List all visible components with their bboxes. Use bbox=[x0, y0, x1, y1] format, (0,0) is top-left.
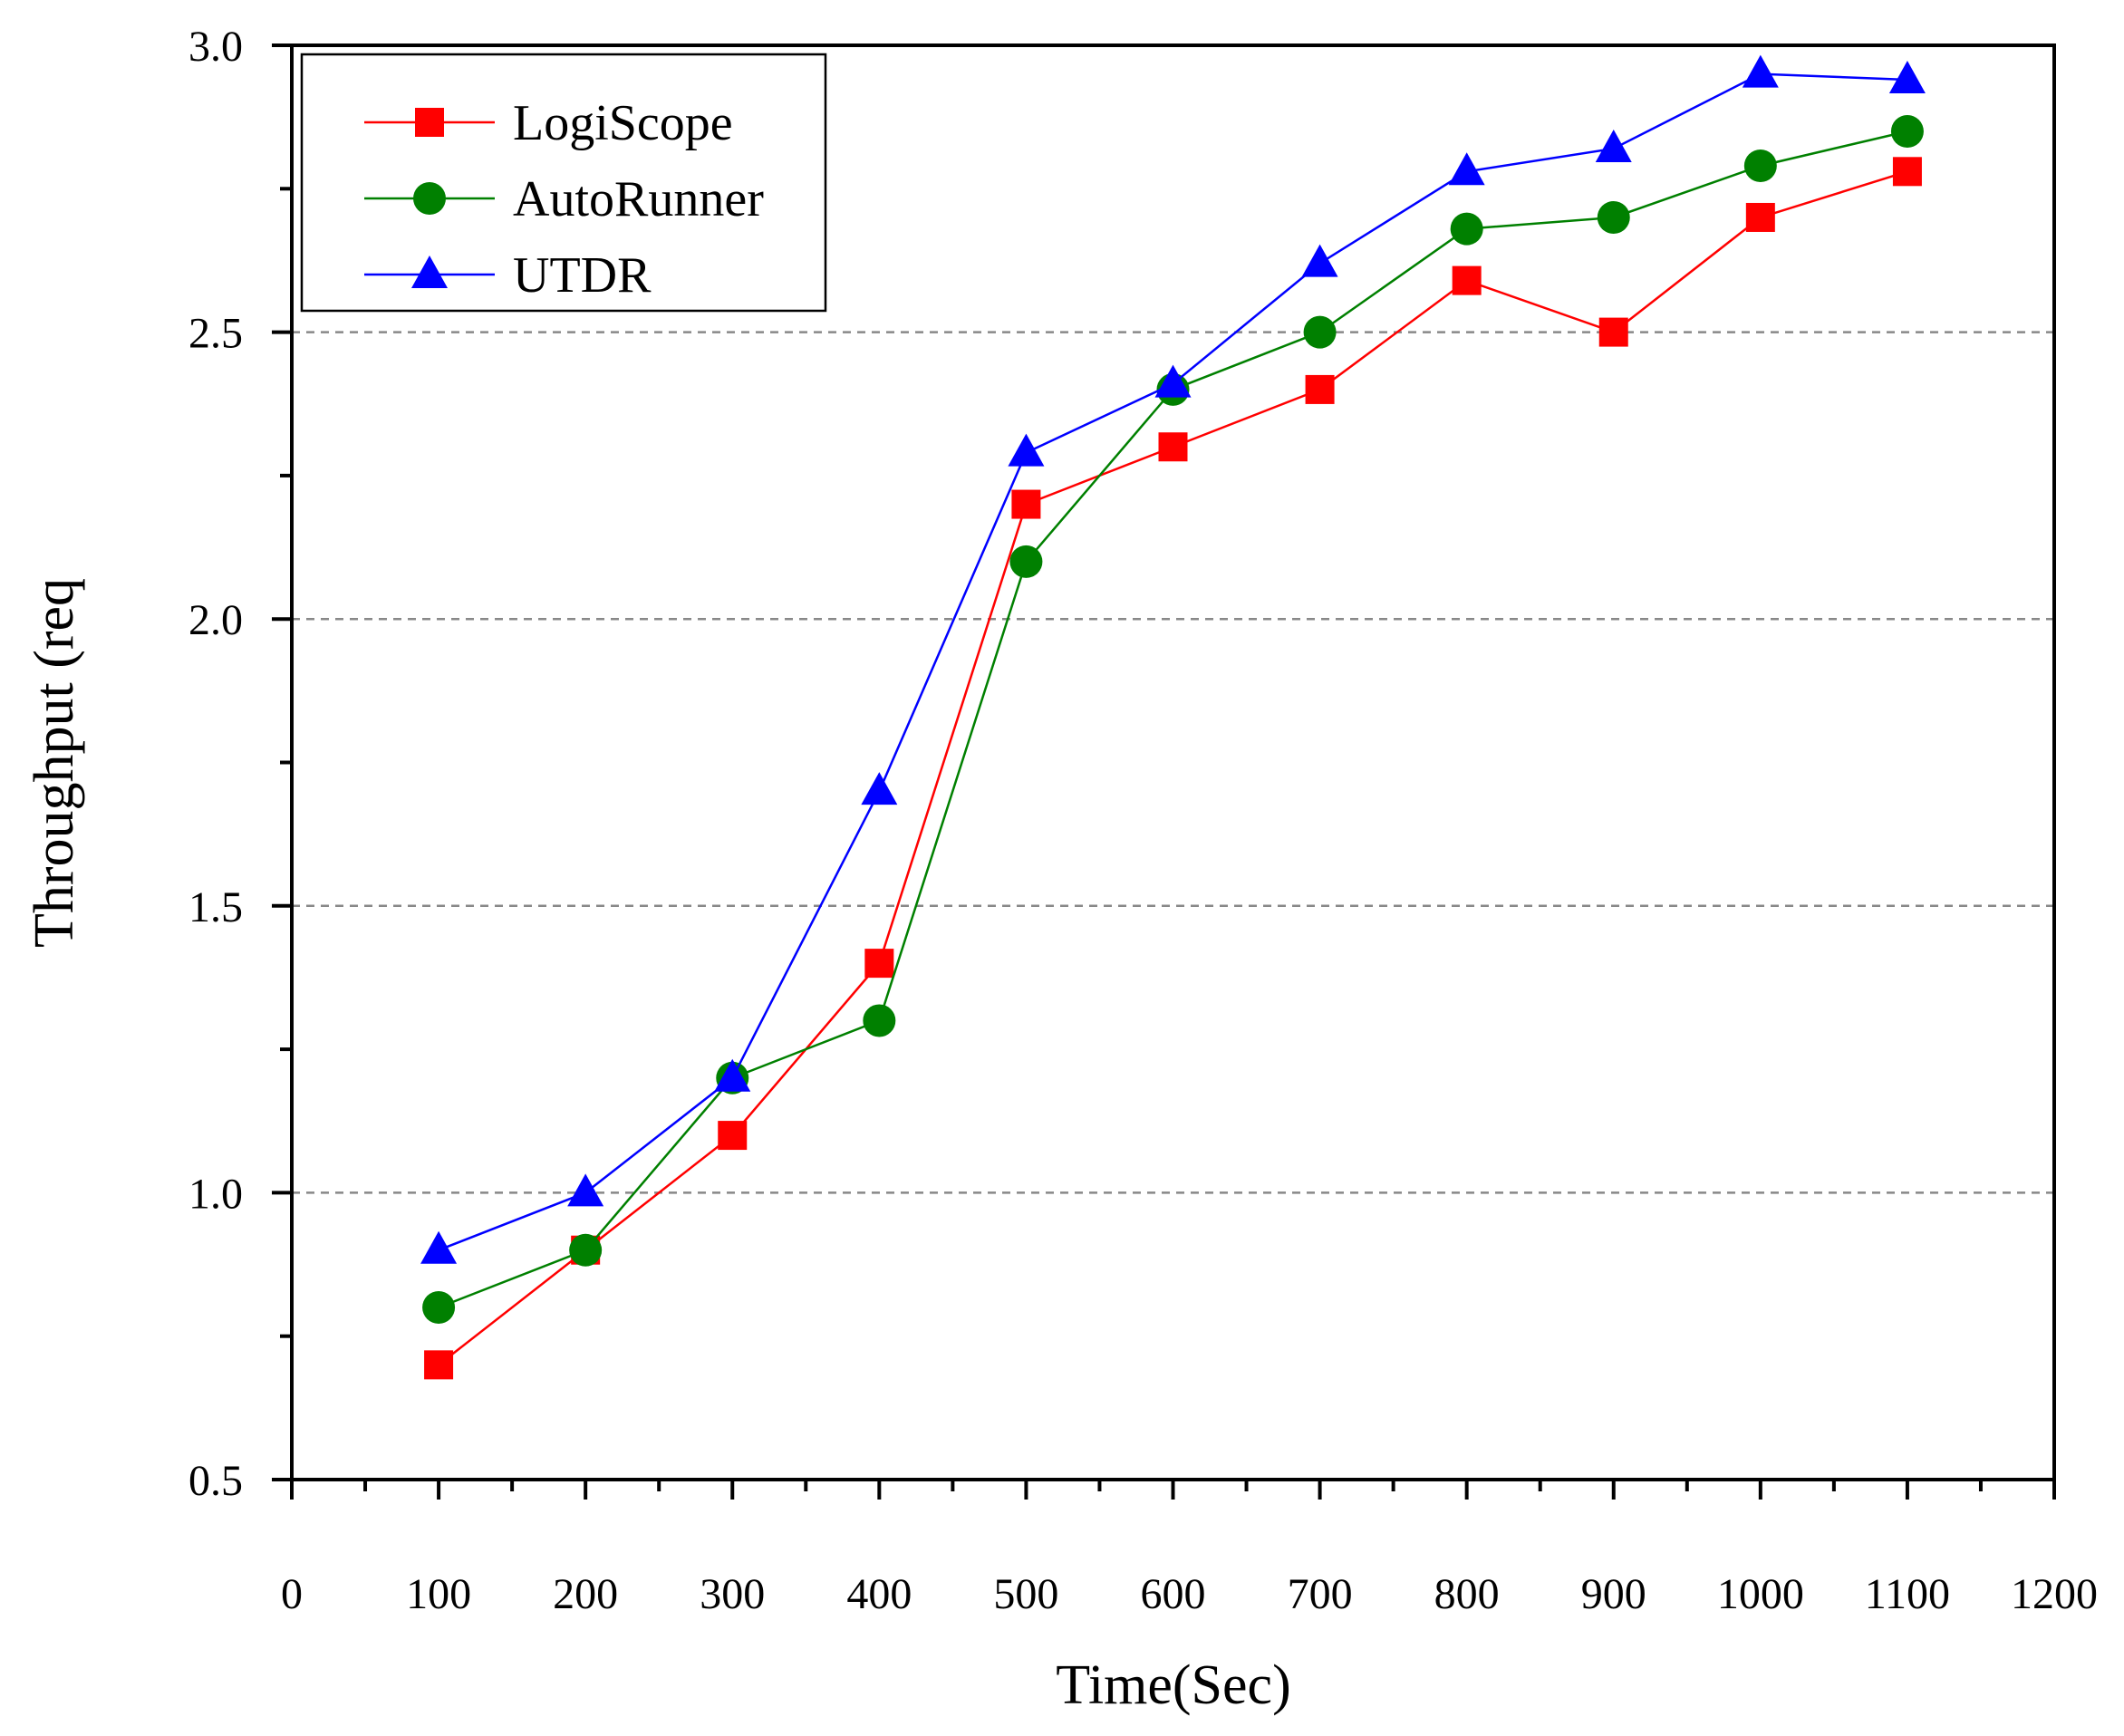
y-tick-label: 3.0 bbox=[188, 23, 243, 71]
data-point-logiscope bbox=[864, 949, 894, 979]
x-tick-label: 300 bbox=[700, 1570, 765, 1618]
data-point-autorunner bbox=[1450, 212, 1483, 246]
x-tick-label: 700 bbox=[1288, 1570, 1353, 1618]
legend-label-utdr: UTDR bbox=[513, 247, 652, 304]
x-tick-label: 1000 bbox=[1717, 1570, 1804, 1618]
data-point-logiscope bbox=[1745, 202, 1775, 232]
y-tick-label: 2.5 bbox=[188, 310, 243, 358]
series-layer bbox=[420, 54, 1926, 1380]
series-utdr bbox=[420, 54, 1926, 1264]
data-point-autorunner bbox=[569, 1233, 603, 1267]
data-point-utdr bbox=[1448, 152, 1485, 186]
series-line-logiscope bbox=[438, 170, 1908, 1366]
data-point-utdr bbox=[1301, 244, 1338, 277]
data-point-utdr bbox=[1154, 364, 1192, 398]
data-point-utdr bbox=[714, 1058, 751, 1092]
data-point-logiscope bbox=[1158, 432, 1188, 462]
y-tick-label: 1.5 bbox=[188, 883, 243, 931]
data-point-logiscope bbox=[1011, 489, 1041, 519]
data-point-logiscope bbox=[718, 1121, 748, 1151]
data-point-utdr bbox=[420, 1230, 458, 1264]
legend-label-autorunner: AutoRunner bbox=[513, 171, 764, 227]
data-point-utdr bbox=[567, 1173, 604, 1207]
x-axis-title: Time(Sec) bbox=[1056, 1654, 1290, 1716]
data-point-utdr bbox=[861, 772, 898, 805]
x-tick-label: 900 bbox=[1581, 1570, 1646, 1618]
x-tick-label: 100 bbox=[406, 1570, 471, 1618]
data-point-autorunner bbox=[1009, 545, 1043, 578]
x-tick-label: 400 bbox=[846, 1570, 912, 1618]
y-tick-label: 0.5 bbox=[188, 1457, 243, 1505]
x-tick-label: 200 bbox=[553, 1570, 618, 1618]
data-point-logiscope bbox=[1305, 374, 1335, 404]
legend-marker-logiscope bbox=[415, 108, 444, 137]
data-point-logiscope bbox=[1452, 265, 1482, 295]
x-tick-label: 0 bbox=[281, 1570, 303, 1618]
data-point-autorunner bbox=[1890, 114, 1924, 148]
data-point-autorunner bbox=[422, 1291, 456, 1325]
axis-ticks bbox=[272, 43, 2056, 1500]
data-point-autorunner bbox=[1743, 149, 1777, 182]
data-point-autorunner bbox=[1597, 200, 1630, 234]
data-point-utdr bbox=[1742, 54, 1779, 88]
y-tick-label: 1.0 bbox=[188, 1170, 243, 1218]
y-axis-title: Throughput (req bbox=[24, 578, 85, 948]
legend-label-logiscope: LogiScope bbox=[513, 95, 733, 151]
data-point-utdr bbox=[1595, 129, 1632, 162]
data-point-utdr bbox=[1008, 433, 1045, 467]
series-logiscope bbox=[424, 157, 1922, 1380]
x-tick-label: 600 bbox=[1141, 1570, 1206, 1618]
x-tick-label: 500 bbox=[993, 1570, 1058, 1618]
data-point-autorunner bbox=[1303, 315, 1337, 349]
x-tick-label: 1200 bbox=[2011, 1570, 2098, 1618]
legend-entry-autorunner: AutoRunner bbox=[364, 171, 764, 227]
data-point-autorunner bbox=[863, 1004, 896, 1037]
data-point-logiscope bbox=[1598, 317, 1628, 347]
tick-labels: 0 100 200 300 400 500 600 700 800 900 1000 1100 1200… bbox=[188, 23, 2098, 1618]
data-point-logiscope bbox=[424, 1350, 454, 1380]
y-tick-label: 2.0 bbox=[188, 596, 243, 644]
legend-entry-logiscope: LogiScope bbox=[364, 95, 733, 151]
data-point-utdr bbox=[1888, 60, 1926, 93]
legend-entry-utdr: UTDR bbox=[364, 247, 652, 304]
legend: LogiScope AutoRunner UTDR bbox=[300, 53, 827, 313]
legend-marker-autorunner bbox=[413, 182, 446, 215]
legend-box bbox=[300, 53, 827, 313]
legend-marker-utdr bbox=[411, 256, 448, 288]
x-tick-label: 800 bbox=[1434, 1570, 1500, 1618]
data-point-logiscope bbox=[1892, 157, 1922, 187]
x-tick-label: 1100 bbox=[1865, 1570, 1950, 1618]
